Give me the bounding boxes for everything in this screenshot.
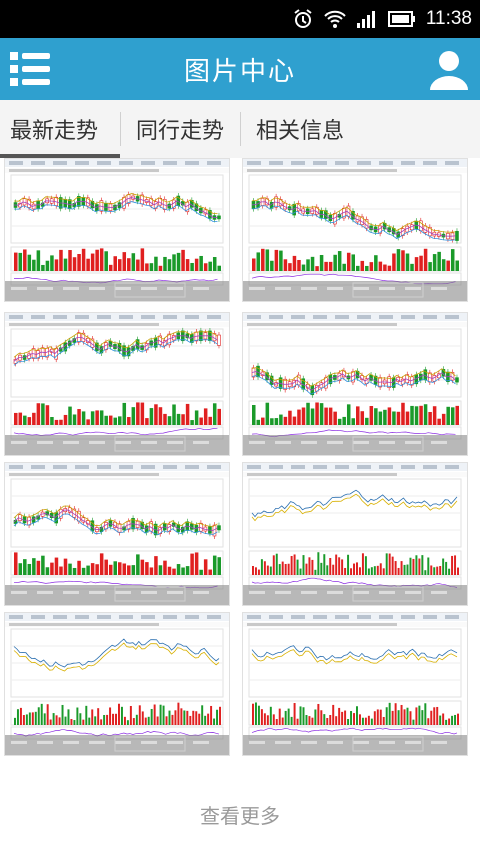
tab-indicator [0,154,120,158]
chart-thumbnail[interactable] [4,158,230,302]
chart-image [5,463,229,605]
chart-thumbnail[interactable] [4,612,230,756]
alarm-icon [294,9,312,28]
tab-peer-trend[interactable]: 同行走势 [120,100,240,158]
chart-image [243,613,467,755]
chart-thumbnail[interactable] [242,312,468,456]
chart-image [5,159,229,301]
chart-image [5,313,229,455]
tab-latest-trend[interactable]: 最新走势 [0,100,120,158]
menu-icon[interactable] [10,52,52,86]
app-bar: 图片中心 [0,38,480,100]
tab-label: 最新走势 [10,119,99,144]
tab-label: 相关信息 [255,119,344,144]
tab-related-info[interactable]: 相关信息 [240,100,360,158]
chart-thumbnail[interactable] [242,612,468,756]
user-icon[interactable] [428,48,470,90]
chart-image [5,613,229,755]
signal-icon [356,11,375,28]
status-bar: 11:38 [0,0,480,38]
page-title: 图片中心 [183,56,296,87]
chart-thumbnail[interactable] [242,462,468,606]
tab-label: 同行走势 [135,119,224,144]
chart-thumbnail[interactable] [242,158,468,302]
status-time: 11:38 [425,8,472,29]
battery-icon [387,11,415,27]
chart-thumbnail[interactable] [4,312,230,456]
tab-bar: 最新走势 同行走势 相关信息 [0,100,480,158]
view-more-button[interactable]: 查看更多 [200,804,280,828]
chart-image [243,463,467,605]
chart-image [243,159,467,301]
wifi-icon [324,10,346,28]
chart-thumbnail[interactable] [4,462,230,606]
chart-image [243,313,467,455]
